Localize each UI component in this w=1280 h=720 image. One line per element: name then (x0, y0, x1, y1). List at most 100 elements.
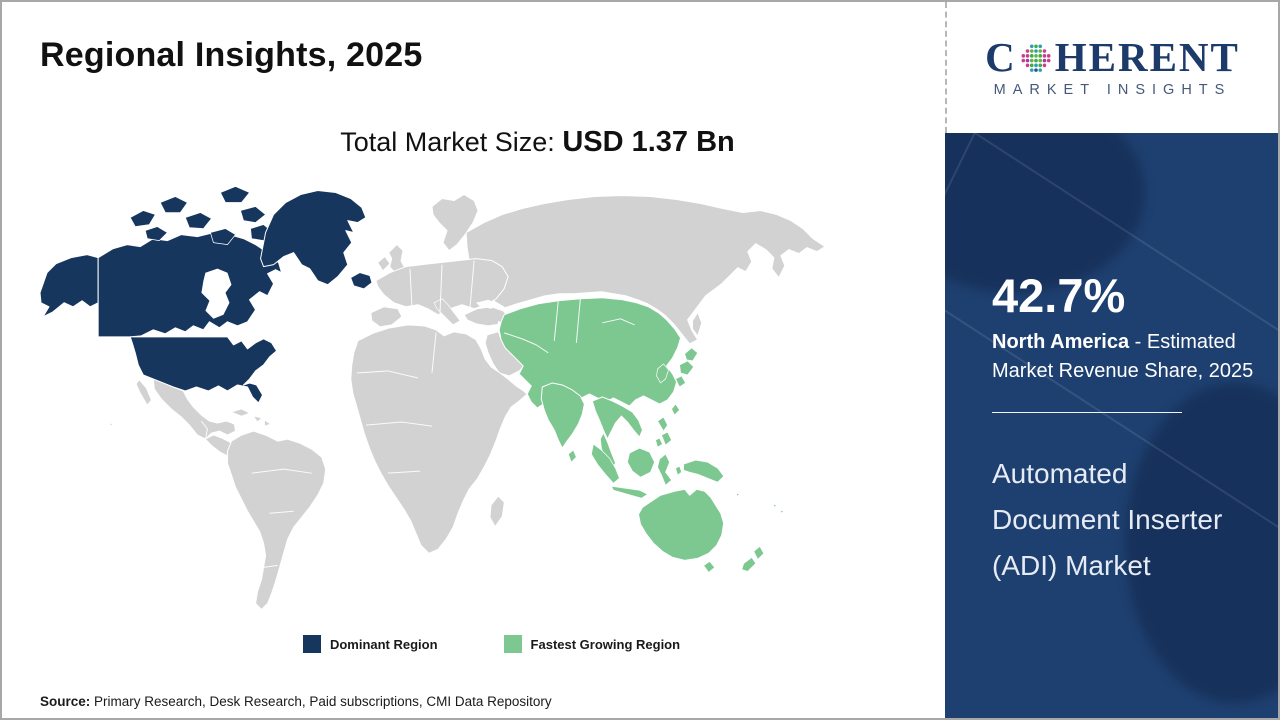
island-moluccas (675, 465, 682, 476)
country-new-zealand (753, 546, 765, 560)
world-map-svg (39, 186, 826, 611)
border-line (365, 421, 433, 427)
country-korea (656, 363, 669, 384)
dominant-swatch-icon (302, 635, 321, 653)
island-tasmania (703, 561, 716, 573)
sidebar: 42.7% North America - Estimated Market R… (945, 133, 1278, 718)
sidebar-content: 42.7% North America - Estimated Market R… (945, 133, 1278, 589)
island-caribbean (264, 419, 271, 427)
border-line (269, 510, 294, 514)
country-australia (637, 488, 725, 561)
border-line (575, 298, 581, 343)
island-hawaii (109, 422, 114, 427)
country-scandinavia (431, 193, 479, 252)
logo-text-herent: HERENT (1054, 34, 1240, 80)
great-lakes (231, 329, 258, 341)
world-map (35, 172, 842, 624)
island-madagascar (489, 495, 505, 527)
region-africa (350, 324, 528, 554)
island-sumatra (591, 443, 620, 484)
page-title: Regional Insights, 2025 (40, 36, 423, 74)
divider (992, 412, 1182, 414)
country-philippines (661, 431, 672, 446)
country-spain (370, 306, 403, 328)
country-mexico (152, 378, 236, 440)
territory-greenland (260, 189, 367, 286)
total-market-size: Total Market Size: USD 1.37 Bn (2, 126, 945, 159)
island-sulawesi (657, 453, 672, 486)
market-name: Automated Document Inserter (ADI) Market (992, 458, 1223, 582)
country-japan (684, 347, 698, 362)
country-russia (465, 194, 826, 345)
island-pacific (773, 503, 778, 508)
border-line (553, 300, 559, 341)
legend-label-fastest: Fastest Growing Region (530, 636, 681, 652)
logo-wordmark: C HERENT (985, 37, 1240, 78)
black-sea (476, 299, 499, 309)
legend-item-dominant: Dominant Region (302, 635, 438, 653)
country-sri-lanka (567, 449, 577, 463)
island-java (611, 485, 648, 499)
border-line (409, 268, 413, 307)
market-size-value: USD 1.37 Bn (562, 126, 735, 158)
region-north-america (39, 186, 373, 404)
border-line (356, 370, 419, 379)
border-line (431, 332, 437, 373)
border-line (602, 318, 635, 326)
arctic-island (185, 212, 212, 229)
globe-dots-icon (1021, 43, 1051, 72)
region-south-america (226, 430, 327, 611)
country-philippines (657, 416, 668, 432)
border-line (251, 468, 312, 474)
border-line (439, 264, 443, 313)
stat-description: North America - Estimated Market Revenue… (992, 328, 1258, 386)
border-line (504, 332, 549, 354)
source-line: Source: Primary Research, Desk Research,… (40, 694, 552, 709)
market-size-label: Total Market Size: (340, 127, 563, 157)
brand-logo: C HERENT MARKET INSIGHTS (945, 2, 1278, 133)
island-pacific (780, 509, 785, 514)
logo-text-c: C (985, 34, 1017, 80)
stat-value: 42.7% (992, 269, 1126, 322)
state-alaska (39, 254, 99, 318)
right-column: C HERENT MARKET INSIGHTS 4 (945, 2, 1278, 718)
source-text: Primary Research, Desk Research, Paid su… (90, 694, 552, 709)
country-iceland (350, 272, 373, 290)
island-borneo (627, 447, 655, 478)
legend: Dominant Region Fastest Growing Region (2, 635, 945, 653)
country-ireland (377, 256, 391, 272)
island-taiwan (671, 403, 680, 416)
stat-region: North America (992, 331, 1130, 354)
country-borders (201, 260, 635, 568)
island-sakhalin (692, 312, 703, 337)
region-indochina (591, 396, 644, 440)
fastest-swatch-icon (503, 635, 522, 653)
country-canada (97, 232, 283, 338)
country-japan (675, 375, 686, 388)
country-india (540, 382, 585, 449)
arctic-island (210, 228, 236, 245)
border-line (387, 470, 420, 474)
legend-label-dominant: Dominant Region (329, 636, 438, 652)
border-line (201, 420, 208, 440)
legend-item-fastest: Fastest Growing Region (503, 635, 681, 653)
border-line (263, 564, 278, 568)
region-baja (135, 379, 152, 406)
country-philippines (655, 437, 663, 448)
island-pacific (736, 492, 741, 497)
arctic-island (159, 196, 188, 213)
logo-subtitle: MARKET INSIGHTS (993, 82, 1232, 98)
source-label: Source: (40, 694, 91, 709)
island-cuba (231, 408, 250, 417)
border-line (469, 260, 475, 307)
stat-desc-text: - Estimated Market Revenue Share, 2025 (992, 331, 1254, 383)
arctic-island (220, 186, 250, 203)
island-new-guinea (683, 459, 725, 483)
arctic-island (144, 226, 168, 241)
arctic-island (240, 206, 266, 223)
hudson-bay (201, 268, 232, 319)
country-new-zealand (741, 557, 757, 572)
main-panel: Regional Insights, 2025 Total Market Siz… (2, 2, 945, 718)
arctic-island (129, 210, 156, 227)
